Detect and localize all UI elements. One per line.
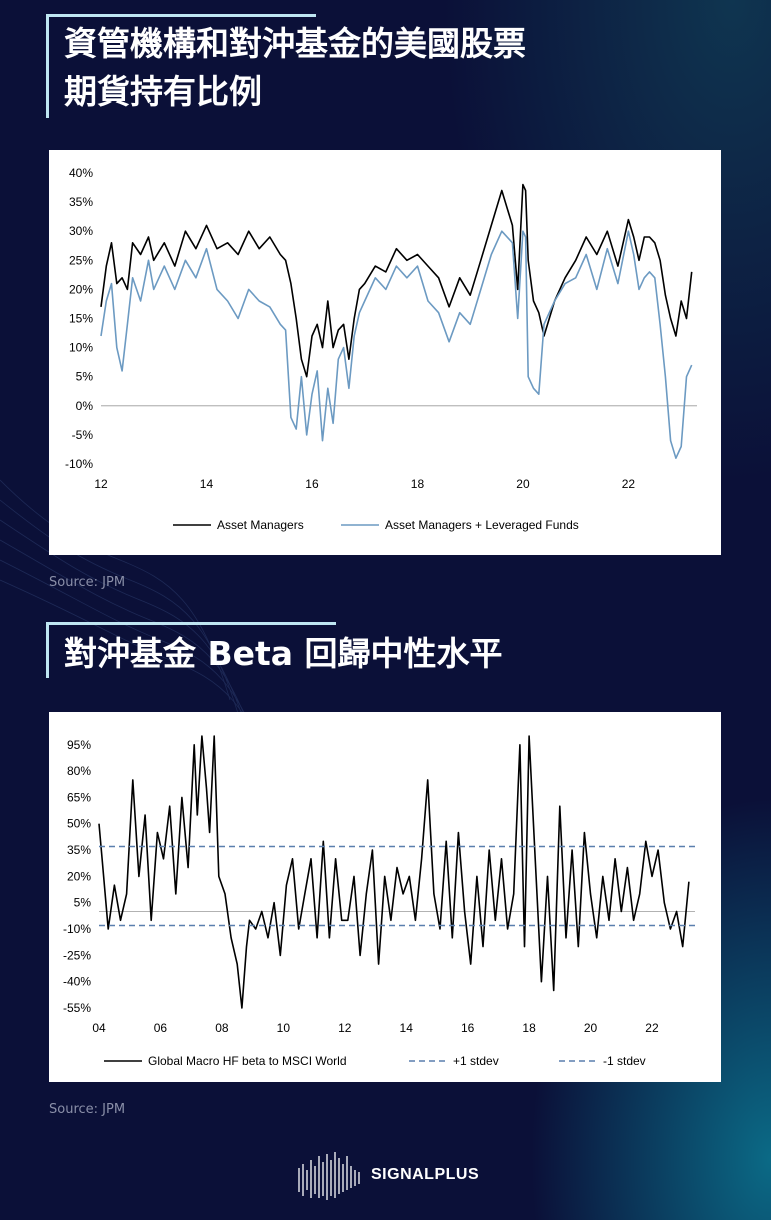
y-tick-label: 20% — [67, 869, 91, 883]
y-tick-label: 20% — [69, 282, 93, 296]
series-line — [100, 183, 693, 378]
chart1-svg: 40% 35% 30% 25% 20% 15% 10% 5% 0% -5% -10%12 14 16 18… — [65, 166, 697, 532]
x-tick-label: 18 — [522, 1021, 536, 1035]
y-tick-label: 15% — [69, 312, 93, 326]
signal-wave-icon — [298, 1152, 360, 1200]
x-tick-label: 14 — [400, 1021, 414, 1035]
x-tick-label: 22 — [622, 477, 636, 491]
title-accent-bar — [46, 14, 49, 118]
y-tick-label: 25% — [69, 253, 93, 267]
section2-title: 對沖基金 Beta 回歸中性水平 — [64, 634, 503, 673]
x-tick-label: 20 — [516, 477, 530, 491]
x-tick-label: 10 — [277, 1021, 291, 1035]
y-tick-label: 5% — [74, 896, 92, 910]
y-tick-label: 35% — [69, 195, 93, 209]
y-tick-label: -40% — [63, 975, 91, 989]
legend-label: +1 stdev — [453, 1054, 499, 1068]
y-tick-label: 30% — [69, 224, 93, 238]
y-tick-label: -25% — [63, 948, 91, 962]
x-tick-label: 04 — [92, 1021, 106, 1035]
legend-label: -1 stdev — [603, 1054, 646, 1068]
chart2-source: Source: JPM — [49, 1102, 126, 1117]
legend-label: Global Macro HF beta to MSCI World — [148, 1054, 347, 1068]
section1-title-line2: 期貨持有比例 — [64, 72, 262, 111]
title-accent-line — [46, 14, 316, 17]
signalplus-logo: SIGNALPLUS — [297, 1150, 479, 1200]
x-tick-label: 20 — [584, 1021, 598, 1035]
x-tick-label: 08 — [215, 1021, 229, 1035]
x-tick-label: 12 — [94, 477, 108, 491]
logo-text: SIGNALPLUS — [371, 1166, 480, 1183]
section1-title-line1: 資管機構和對沖基金的美國股票 — [64, 24, 526, 63]
y-tick-label: 65% — [67, 790, 91, 804]
series-line — [100, 230, 693, 460]
chart2-container: 95% 80% 65% 50% 35% 20% 5% -10% -25% -40% -55% 04 06… — [49, 712, 721, 1082]
y-tick-label: 80% — [67, 764, 91, 778]
x-tick-label: 14 — [200, 477, 214, 491]
chart2-svg: 95% 80% 65% 50% 35% 20% 5% -10% -25% -40% -55%04 06… — [63, 735, 695, 1068]
x-tick-label: 12 — [338, 1021, 352, 1035]
chart1-source: Source: JPM — [49, 575, 126, 590]
y-tick-label: 95% — [67, 738, 91, 752]
series-line — [98, 735, 690, 1009]
y-tick-label: 10% — [69, 341, 93, 355]
y-tick-label: 5% — [76, 370, 94, 384]
title-accent-line-2 — [46, 622, 336, 625]
x-tick-label: 16 — [461, 1021, 475, 1035]
y-tick-label: -5% — [72, 428, 94, 442]
title-accent-bar-2 — [46, 622, 49, 678]
legend-label: Asset Managers + Leveraged Funds — [385, 518, 579, 532]
y-tick-label: 35% — [67, 843, 91, 857]
chart1-container: 40% 35% 30% 25% 20% 15% 10% 5% 0% -5% -10% 12 14 16 18… — [49, 150, 721, 555]
legend-label: Asset Managers — [217, 518, 304, 532]
y-tick-label: 40% — [69, 166, 93, 180]
y-tick-label: -10% — [65, 457, 93, 471]
x-tick-label: 18 — [411, 477, 425, 491]
y-tick-label: -55% — [63, 1001, 91, 1015]
x-tick-label: 06 — [154, 1021, 168, 1035]
section1-title: 資管機構和對沖基金的美國股票 期貨持有比例 — [64, 20, 526, 116]
x-tick-label: 22 — [645, 1021, 659, 1035]
x-tick-label: 16 — [305, 477, 319, 491]
y-tick-label: 0% — [76, 399, 94, 413]
y-tick-label: 50% — [67, 817, 91, 831]
y-tick-label: -10% — [63, 922, 91, 936]
